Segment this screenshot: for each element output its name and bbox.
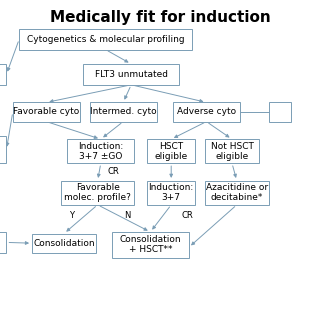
FancyBboxPatch shape xyxy=(269,102,291,122)
Text: FLT3 unmutated: FLT3 unmutated xyxy=(95,70,168,79)
Text: Cytogenetics & molecular profiling: Cytogenetics & molecular profiling xyxy=(27,35,184,44)
FancyBboxPatch shape xyxy=(147,181,195,205)
Text: Intermed. cyto: Intermed. cyto xyxy=(90,108,156,116)
FancyBboxPatch shape xyxy=(0,64,6,85)
Text: Y: Y xyxy=(69,212,74,220)
Text: Induction:
3+7 ±GO: Induction: 3+7 ±GO xyxy=(78,141,124,161)
Text: HSCT
eligible: HSCT eligible xyxy=(155,141,188,161)
FancyBboxPatch shape xyxy=(0,136,6,163)
Text: Favorable cyto: Favorable cyto xyxy=(13,108,80,116)
Text: Medically fit for induction: Medically fit for induction xyxy=(50,10,270,25)
FancyBboxPatch shape xyxy=(90,102,157,122)
FancyBboxPatch shape xyxy=(205,181,269,205)
Text: CR: CR xyxy=(108,167,119,177)
FancyBboxPatch shape xyxy=(19,29,192,50)
Text: Azacitidine or
decitabine*: Azacitidine or decitabine* xyxy=(206,183,268,203)
Text: N: N xyxy=(124,211,130,220)
FancyBboxPatch shape xyxy=(112,232,189,258)
FancyBboxPatch shape xyxy=(147,139,195,163)
FancyBboxPatch shape xyxy=(0,232,6,253)
Text: Consolidation: Consolidation xyxy=(33,239,95,248)
Text: CR: CR xyxy=(181,211,193,220)
Text: Induction:
3+7: Induction: 3+7 xyxy=(148,183,194,203)
Text: Favorable
molec. profile?: Favorable molec. profile? xyxy=(64,183,131,203)
FancyBboxPatch shape xyxy=(83,64,179,85)
Text: Adverse cyto: Adverse cyto xyxy=(177,108,236,116)
Text: Consolidation
+ HSCT**: Consolidation + HSCT** xyxy=(120,235,181,254)
FancyBboxPatch shape xyxy=(61,181,134,205)
FancyBboxPatch shape xyxy=(205,139,259,163)
FancyBboxPatch shape xyxy=(13,102,80,122)
FancyBboxPatch shape xyxy=(32,234,96,253)
FancyBboxPatch shape xyxy=(67,139,134,163)
FancyBboxPatch shape xyxy=(173,102,240,122)
Text: Not HSCT
eligible: Not HSCT eligible xyxy=(211,141,253,161)
